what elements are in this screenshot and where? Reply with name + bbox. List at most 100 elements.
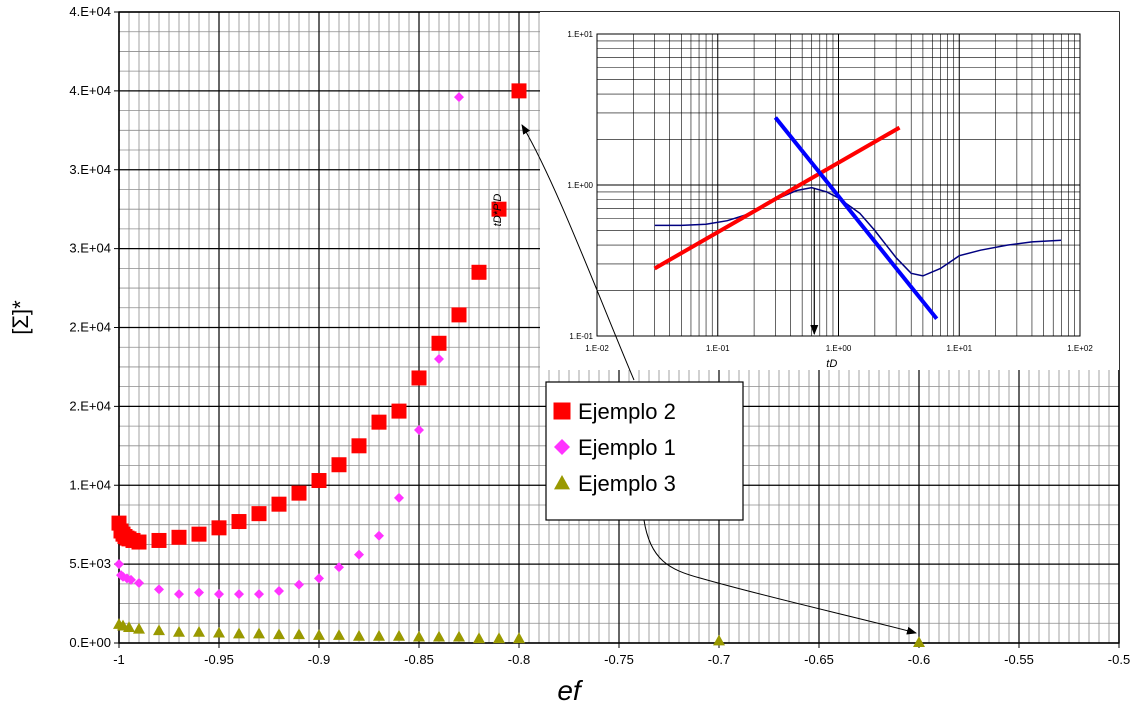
y-tick-label: 2.E+04 [69, 320, 111, 335]
data-point-ejemplo-1 [214, 589, 224, 600]
y-axis-label: [Σ]* [8, 300, 33, 335]
data-point-ejemplo-2 [231, 514, 247, 530]
callout-arrow-ejemplo-3 [643, 519, 917, 635]
data-point-ejemplo-2 [291, 485, 307, 501]
legend: Ejemplo 2 Ejemplo 1 Ejemplo 3 [545, 381, 744, 521]
data-point-ejemplo-2 [271, 496, 287, 512]
callout-arrow-ejemplo-2 [521, 124, 635, 381]
inset-y-tick-label: 1.E+01 [567, 30, 593, 39]
x-tick-label: -0.75 [604, 652, 634, 667]
data-point-ejemplo-1 [274, 585, 284, 596]
x-tick-label: -0.65 [804, 652, 834, 667]
data-point-ejemplo-1 [394, 492, 404, 503]
data-point-ejemplo-2 [131, 534, 147, 550]
data-point-ejemplo-3 [153, 624, 165, 636]
x-tick-label: -0.85 [404, 652, 434, 667]
inset-trend-line [773, 116, 939, 321]
x-tick-label: -1 [113, 652, 125, 667]
data-point-ejemplo-2 [151, 532, 167, 548]
data-point-ejemplo-3 [493, 632, 505, 644]
inset-trend-line [653, 125, 901, 271]
legend-label: Ejemplo 1 [578, 435, 676, 460]
data-point-ejemplo-2 [371, 414, 387, 430]
data-point-ejemplo-1 [454, 92, 464, 103]
inset-x-axis-label: tD [826, 358, 837, 370]
data-point-ejemplo-2 [331, 457, 347, 473]
legend-label: Ejemplo 3 [578, 471, 676, 496]
data-point-ejemplo-3 [373, 629, 385, 641]
y-tick-label: 4.E+04 [69, 4, 111, 19]
x-tick-label: -0.95 [204, 652, 234, 667]
inset-x-tick-label: 1.E-02 [585, 344, 609, 353]
data-point-ejemplo-2 [391, 403, 407, 419]
inset-x-tick-label: 1.E+01 [946, 344, 972, 353]
data-point-ejemplo-3 [313, 629, 325, 640]
data-point-ejemplo-3 [333, 629, 345, 640]
callout-arrows [521, 124, 917, 635]
data-point-ejemplo-3 [273, 628, 285, 640]
data-point-ejemplo-3 [213, 626, 225, 638]
y-tick-label: 3.E+04 [69, 241, 111, 256]
data-point-ejemplo-3 [413, 630, 425, 642]
data-point-ejemplo-3 [473, 632, 485, 644]
x-tick-label: -0.8 [508, 652, 530, 667]
x-axis-ticks: -1 -0.95 -0.9 -0.85 -0.8 -0.75 -0.7 -0.65 -0.6 -0… [113, 643, 1130, 667]
data-point-ejemplo-3 [453, 630, 465, 642]
data-point-ejemplo-2 [211, 520, 227, 536]
data-point-ejemplo-1 [174, 589, 184, 600]
data-point-ejemplo-2 [451, 307, 467, 323]
data-point-ejemplo-3 [433, 630, 445, 642]
data-point-ejemplo-2 [251, 506, 267, 522]
data-point-ejemplo-3 [713, 634, 725, 646]
data-point-ejemplo-2 [311, 473, 327, 489]
axis-labels: ef [Σ]* [8, 300, 584, 706]
data-point-ejemplo-1 [234, 589, 244, 600]
data-point-ejemplo-2 [491, 201, 507, 217]
data-point-ejemplo-3 [123, 621, 135, 633]
data-point-ejemplo-3 [513, 632, 525, 644]
inset-y-axis-label: tD*P'D [492, 194, 504, 227]
data-point-ejemplo-3 [133, 622, 145, 634]
x-tick-label: -0.5 [1108, 652, 1130, 667]
data-point-ejemplo-3 [393, 629, 405, 641]
x-tick-label: -0.9 [308, 652, 330, 667]
data-point-ejemplo-3 [913, 636, 925, 648]
data-point-ejemplo-2 [471, 264, 487, 280]
x-tick-label: -0.55 [1004, 652, 1034, 667]
data-point-ejemplo-1 [294, 579, 304, 590]
data-point-ejemplo-2 [191, 526, 207, 542]
legend-label: Ejemplo 2 [578, 399, 676, 424]
data-point-ejemplo-2 [411, 370, 427, 386]
data-point-ejemplo-1 [194, 587, 204, 598]
data-point-ejemplo-3 [293, 628, 305, 640]
y-tick-label: 3.E+04 [69, 162, 111, 177]
legend-marker [554, 475, 570, 490]
legend-marker [553, 402, 571, 420]
data-point-ejemplo-1 [154, 584, 164, 595]
data-point-ejemplo-1 [126, 574, 136, 585]
y-tick-label: 1.E+04 [69, 477, 111, 492]
data-point-ejemplo-2 [431, 335, 447, 351]
y-axis-ticks: 0.E+00 5.E+03 1.E+04 2.E+04 2.E+04 3.E+04 3.E+… [69, 4, 119, 650]
y-tick-label: 5.E+03 [69, 556, 111, 571]
inset-y-tick-label: 1.E+00 [567, 181, 593, 190]
inset-chart: 1.E-02 1.E-01 1.E+00 1.E+01 1.E+02 1.E-01 1.E+… [492, 12, 1119, 370]
inset-y-tick-label: 1.E-01 [569, 332, 593, 341]
data-point-ejemplo-2 [511, 83, 527, 99]
data-point-ejemplo-1 [354, 549, 364, 560]
data-point-ejemplo-2 [171, 529, 187, 545]
data-point-ejemplo-1 [134, 578, 144, 589]
y-tick-label: 0.E+00 [69, 635, 111, 650]
data-point-ejemplo-3 [173, 625, 185, 637]
data-point-ejemplo-3 [253, 627, 265, 639]
data-point-ejemplo-1 [314, 573, 324, 584]
data-point-ejemplo-3 [233, 627, 245, 639]
inset-x-tick-label: 1.E-01 [706, 344, 730, 353]
data-point-ejemplo-1 [374, 530, 384, 541]
data-markers [111, 83, 925, 648]
legend-box [545, 381, 744, 521]
inset-background [540, 12, 1119, 370]
x-axis-label: ef [557, 675, 584, 706]
inset-derivative-curve [654, 186, 1062, 277]
